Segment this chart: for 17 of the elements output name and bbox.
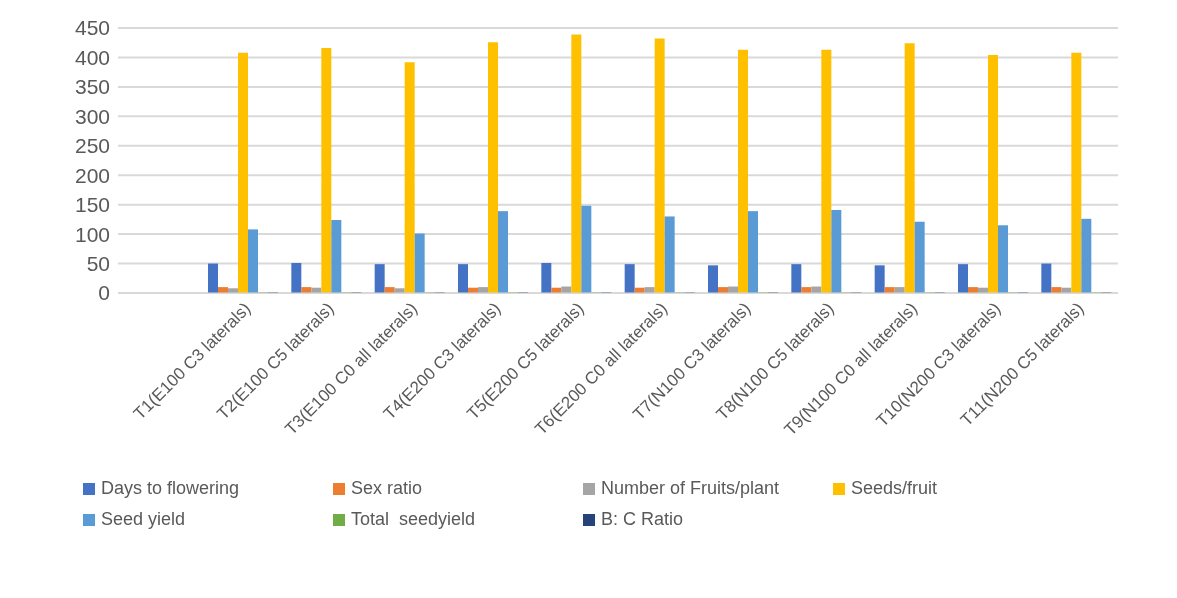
legend-label: Seed yield [101, 509, 186, 530]
y-tick-label: 400 [74, 45, 110, 69]
legend-label: Sex ratio [351, 478, 423, 499]
legend-label: Number of Fruits/plant [601, 478, 780, 499]
y-tick-label: 100 [74, 222, 110, 246]
y-tick-label: 250 [74, 134, 110, 158]
y-tick-label: 50 [86, 252, 110, 276]
y-tick-label: 0 [98, 281, 110, 305]
legend-label: Seeds/fruit [851, 478, 938, 499]
y-tick-label: 150 [74, 193, 110, 217]
y-tick-label: 200 [74, 163, 110, 187]
y-tick-label: 350 [74, 75, 110, 99]
legend-label: Total seedyield [351, 509, 476, 530]
legend-label: B: C Ratio [601, 509, 684, 530]
y-tick-label: 450 [74, 16, 110, 40]
y-tick-label: 300 [74, 104, 110, 128]
legend-label: Days to flowering [101, 478, 240, 499]
